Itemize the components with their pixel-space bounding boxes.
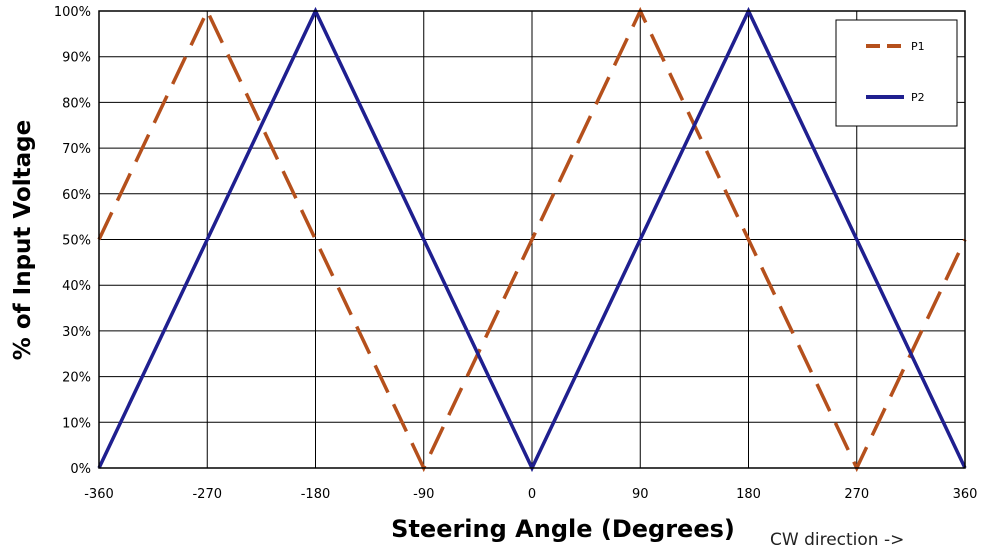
y-tick-label: 20% xyxy=(62,371,91,386)
y-tick-label: 60% xyxy=(62,188,91,203)
x-tick-label: 0 xyxy=(528,487,536,502)
y-tick-label: 100% xyxy=(54,5,91,20)
y-tick-label: 40% xyxy=(62,279,91,294)
x-tick-label: -90 xyxy=(413,487,434,502)
y-tick-label: 10% xyxy=(62,416,91,431)
x-tick-label: 360 xyxy=(953,487,978,502)
series-line-p1 xyxy=(97,6,967,473)
x-tick-label: -180 xyxy=(301,487,331,502)
x-tick-label: 270 xyxy=(844,487,869,502)
legend-box xyxy=(835,19,958,127)
y-tick-label: 50% xyxy=(62,234,91,249)
tick-labels: 0% 10% 20% 30% 40% 50% 60% 70% 80% 90% 100% -360 -27… xyxy=(54,5,978,502)
y-tick-label: 90% xyxy=(62,51,91,66)
x-tick-label: 90 xyxy=(632,487,649,502)
x-tick-label: 180 xyxy=(736,487,761,502)
y-axis-title: % of Input Voltage xyxy=(10,120,36,360)
legend: P1 P2 xyxy=(835,19,958,127)
y-tick-label: 0% xyxy=(70,462,91,477)
y-tick-label: 80% xyxy=(62,96,91,111)
x-axis-title: Steering Angle (Degrees) xyxy=(391,515,735,543)
x-tick-label: -270 xyxy=(192,487,222,502)
x-tick-label: -360 xyxy=(84,487,114,502)
cw-direction-annotation: CW direction -> xyxy=(770,530,904,550)
legend-label-p2: P2 xyxy=(911,91,925,104)
y-tick-label: 30% xyxy=(62,325,91,340)
y-tick-label: 70% xyxy=(62,142,91,157)
legend-label-p1: P1 xyxy=(911,40,925,53)
plot-frame xyxy=(98,10,966,469)
